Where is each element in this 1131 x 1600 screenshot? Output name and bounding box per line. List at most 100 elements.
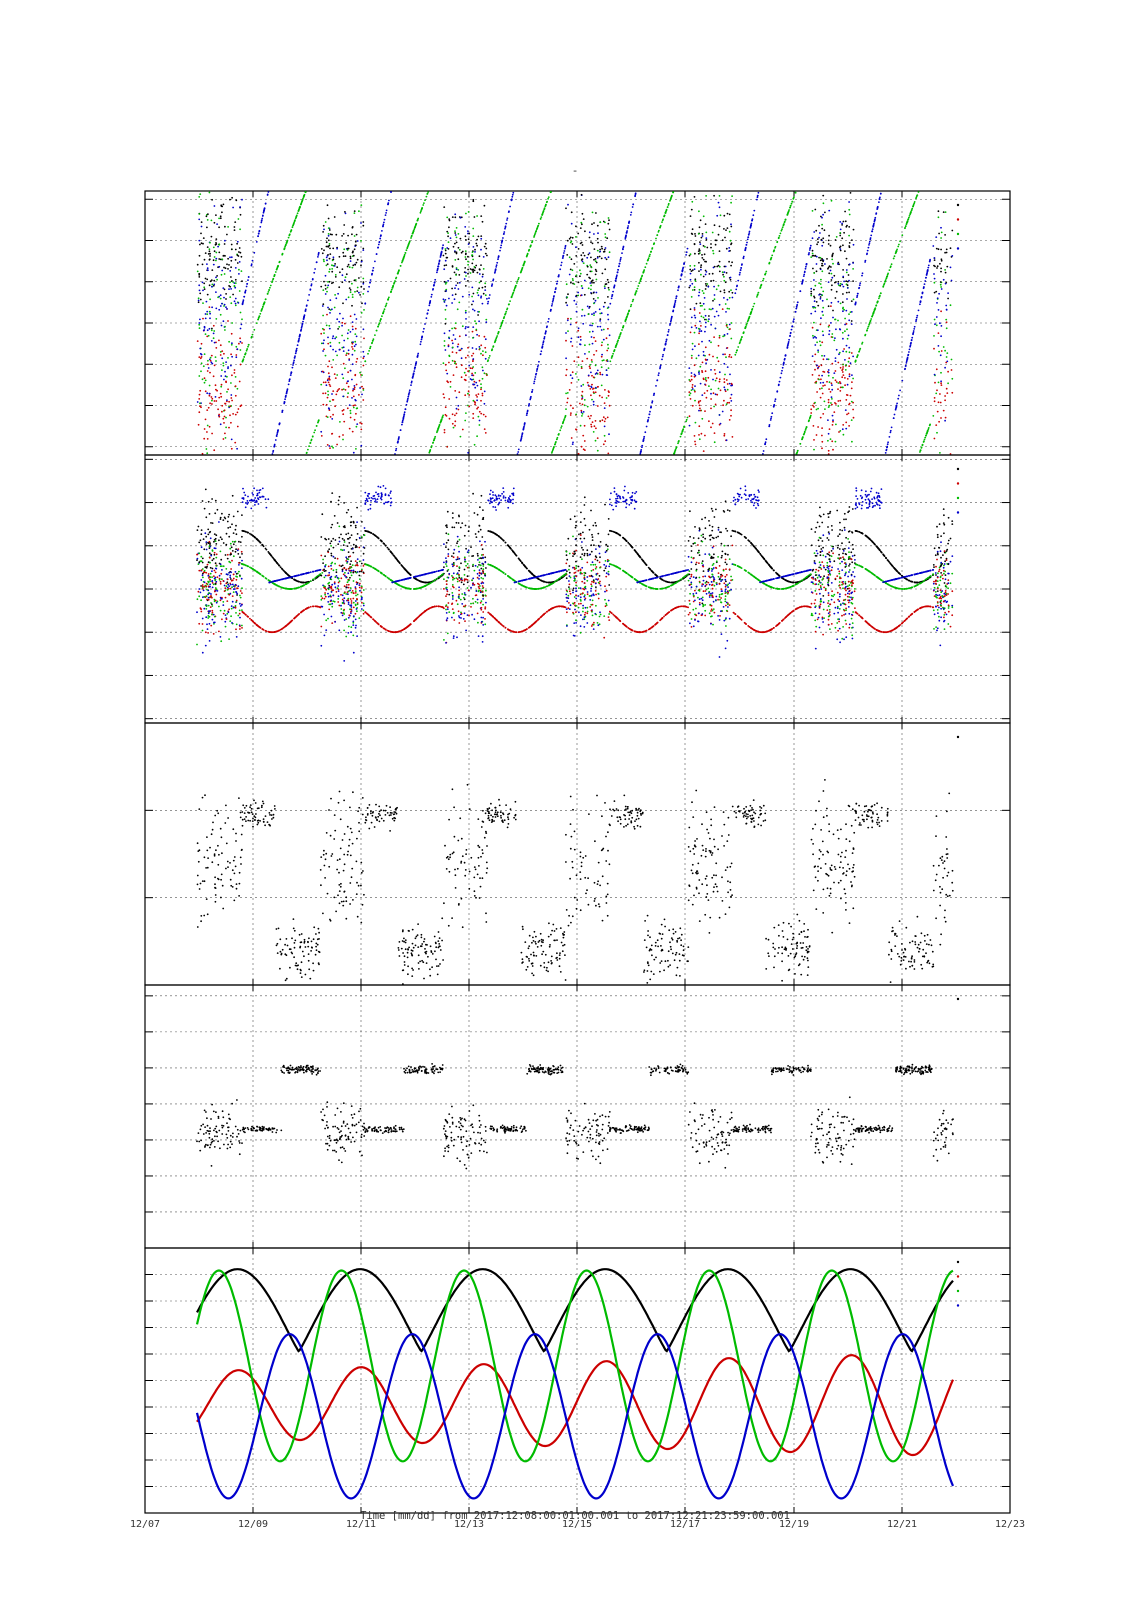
- data-point: [844, 409, 847, 411]
- data-point: [273, 274, 276, 277]
- data-point: [950, 358, 953, 361]
- data-point: [419, 211, 422, 214]
- data-point: [457, 258, 460, 261]
- data-point: [402, 256, 405, 259]
- data-point: [786, 344, 789, 347]
- data-point: [718, 371, 721, 374]
- data-point: [633, 507, 636, 510]
- data-point: [586, 612, 589, 615]
- data-point: [358, 394, 360, 396]
- data-point: [653, 242, 656, 245]
- data-point: [351, 266, 354, 269]
- data-point: [844, 317, 846, 320]
- data-point: [537, 364, 540, 366]
- data-point: [593, 353, 595, 356]
- data-point: [699, 382, 702, 385]
- data-point: [923, 438, 926, 441]
- data-point: [404, 408, 407, 411]
- data-point: [827, 419, 829, 421]
- data-point: [858, 350, 860, 353]
- data-point: [484, 351, 487, 354]
- data-point: [701, 361, 704, 364]
- data-point: [580, 254, 583, 257]
- data-point: [827, 432, 830, 435]
- data-point: [869, 319, 872, 322]
- data-point: [485, 318, 488, 321]
- data-point: [845, 309, 848, 312]
- data-point: [363, 309, 365, 311]
- data-point: [821, 270, 824, 273]
- data-point: [852, 243, 855, 246]
- data-point: [612, 352, 614, 355]
- data-point: [416, 356, 419, 358]
- data-point: [819, 388, 821, 390]
- data-point: [805, 265, 807, 268]
- data-point: [397, 437, 400, 439]
- data-point: [447, 232, 449, 235]
- data-point: [852, 298, 855, 301]
- data-point: [349, 315, 352, 318]
- data-point: [342, 233, 345, 235]
- data-point: [440, 418, 443, 421]
- data-point: [551, 300, 554, 303]
- data-point: [845, 399, 848, 401]
- data-point: [846, 394, 849, 396]
- data-point: [698, 425, 701, 428]
- data-point: [565, 408, 567, 410]
- data-point: [588, 236, 591, 239]
- data-point: [818, 294, 820, 296]
- data-point: [910, 339, 913, 342]
- data-point: [533, 234, 536, 237]
- data-point: [712, 392, 715, 395]
- data-point: [938, 292, 940, 295]
- data-point: [224, 329, 226, 331]
- data-point: [454, 420, 457, 423]
- data-point: [546, 325, 548, 328]
- data-point: [500, 322, 503, 325]
- data-point: [535, 230, 538, 232]
- data-point: [218, 415, 221, 418]
- data-point: [325, 245, 328, 248]
- data-point: [796, 301, 799, 304]
- data-point: [355, 412, 357, 415]
- data-point: [845, 421, 848, 424]
- data-point: [625, 234, 627, 237]
- data-point: [407, 243, 410, 246]
- data-point: [697, 401, 700, 404]
- data-point: [321, 305, 324, 307]
- data-point: [848, 402, 851, 405]
- data-point: [348, 427, 351, 430]
- data-point: [909, 212, 912, 215]
- data-point: [901, 234, 904, 237]
- data-point: [784, 218, 787, 221]
- data-point: [232, 293, 235, 296]
- data-point: [239, 251, 242, 254]
- data-point: [544, 204, 547, 207]
- data-point: [844, 384, 846, 387]
- data-point: [835, 381, 838, 383]
- data-point: [198, 398, 201, 400]
- data-point: [305, 304, 308, 307]
- data-point: [203, 329, 206, 331]
- data-point: [351, 321, 354, 323]
- data-point: [824, 211, 826, 214]
- data-point: [448, 226, 450, 229]
- data-point: [801, 436, 804, 439]
- data-point: [593, 248, 596, 251]
- data-point: [497, 332, 499, 335]
- data-point: [905, 362, 908, 364]
- data-point: [926, 270, 929, 273]
- data-point: [209, 280, 212, 283]
- data-point: [595, 372, 598, 374]
- data-point: [219, 423, 222, 426]
- data-point: [940, 226, 942, 229]
- data-point: [715, 288, 718, 291]
- data-point: [607, 390, 610, 393]
- data-point: [483, 335, 486, 338]
- data-point: [445, 304, 448, 307]
- data-point: [708, 420, 710, 423]
- data-point: [455, 252, 458, 255]
- data-point: [735, 351, 738, 354]
- data-point: [945, 327, 948, 330]
- data-point: [261, 217, 264, 220]
